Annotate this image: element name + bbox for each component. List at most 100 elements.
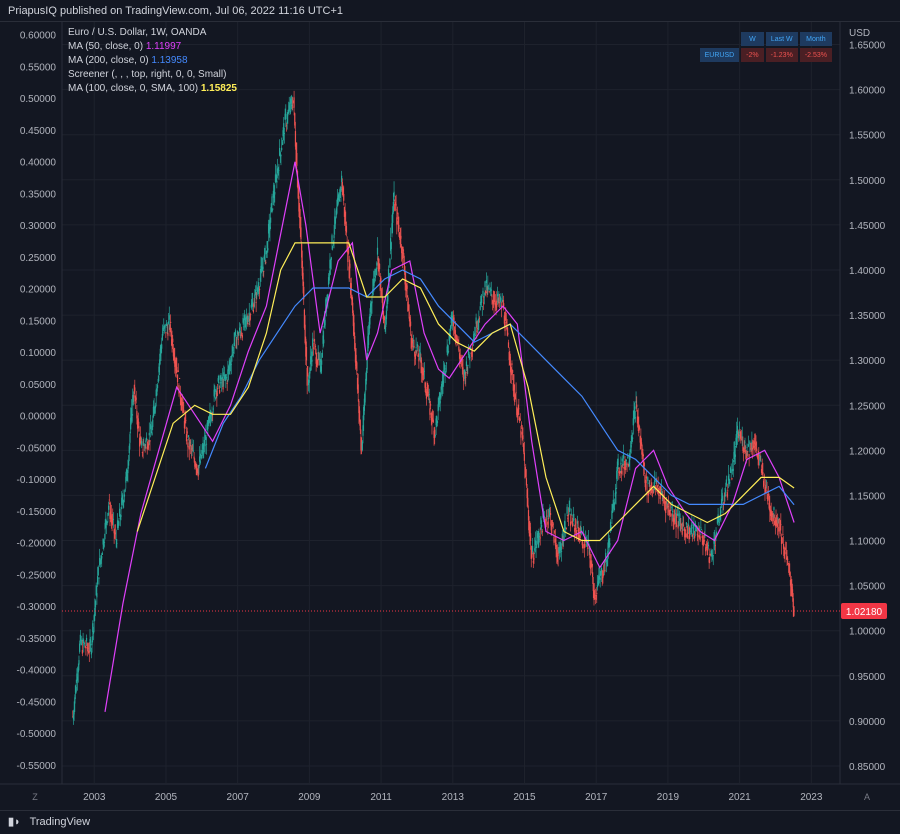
candle-body — [390, 238, 392, 251]
candle-body — [270, 203, 272, 212]
candle-body — [161, 333, 163, 340]
candle-body — [202, 444, 204, 450]
candle-body — [364, 392, 366, 403]
candle-body — [177, 370, 179, 373]
candle-body — [470, 353, 472, 354]
candle-body — [469, 346, 472, 351]
candle-body — [368, 321, 370, 334]
candle-body — [763, 480, 765, 487]
candle-body — [656, 487, 658, 489]
candle-body — [473, 338, 475, 340]
candle-body — [245, 318, 247, 322]
candle-body — [485, 290, 487, 294]
candle-body — [606, 562, 608, 564]
candle-body — [311, 359, 313, 362]
candle-body — [725, 489, 727, 493]
candle-body — [518, 417, 521, 422]
screener-header-lastw: Last W — [765, 32, 798, 46]
candle-body — [492, 300, 494, 304]
candle-body — [483, 296, 485, 298]
screener-legend[interactable]: Screener (, , , top, right, 0, 0, Small) — [68, 69, 227, 80]
zoom-button[interactable]: Z — [32, 792, 38, 802]
candle-body — [434, 429, 436, 435]
candle-body — [152, 419, 154, 427]
candle-body — [154, 405, 157, 409]
candle-body — [466, 371, 468, 373]
candle-body — [659, 494, 661, 499]
candle-body — [307, 379, 310, 386]
candle-body — [705, 547, 707, 552]
candle-body — [441, 382, 443, 387]
candle-body — [444, 373, 446, 374]
candle-body — [287, 112, 289, 116]
candle-body — [239, 330, 241, 333]
candle-body — [357, 384, 359, 393]
candle-body — [746, 447, 748, 448]
candle-body — [325, 299, 327, 311]
candle-body — [467, 348, 470, 355]
candle-body — [472, 348, 474, 350]
candle-body — [738, 433, 740, 436]
candle-body — [341, 182, 343, 192]
candle-body — [113, 529, 115, 534]
auto-scale-button[interactable]: A — [864, 792, 870, 802]
candle-body — [174, 360, 177, 367]
candle-body — [685, 533, 687, 538]
candle-body — [696, 530, 698, 531]
candle-body — [163, 325, 166, 329]
ma50-legend[interactable]: MA (50, close, 0) 1.11997 — [68, 41, 182, 52]
candle-body — [658, 492, 660, 496]
candle-body — [534, 548, 536, 551]
candle-body — [401, 251, 403, 260]
candle-body — [110, 511, 112, 515]
price-chart[interactable]: 0.60000 0.55000 0.50000 0.45000 0.40000 0.350… — [0, 22, 900, 810]
candle-body — [414, 354, 417, 360]
left-tick-label: 0.15000 — [20, 316, 57, 327]
candle-body — [81, 639, 83, 642]
candle-body — [686, 533, 688, 538]
ma200-legend[interactable]: MA (200, close, 0) 1.13958 — [68, 55, 188, 66]
candle-body — [92, 623, 94, 633]
candle-body — [397, 220, 399, 225]
candle-body — [354, 348, 357, 363]
x-axis: 2003 2005 2007 2009 2011 2013 2015 2017 2019 2021… — [32, 792, 870, 803]
candle-body — [199, 456, 201, 462]
candle-body — [572, 523, 574, 526]
candle-body — [605, 559, 608, 562]
ma100-legend[interactable]: MA (100, close, 0, SMA, 100) 1.15825 — [68, 83, 237, 94]
candle-body — [142, 449, 144, 451]
candle-body — [231, 354, 233, 358]
candle-body — [270, 217, 272, 223]
candle-body — [92, 630, 95, 634]
candle-body — [207, 417, 210, 424]
candle-body — [671, 511, 674, 512]
candle-body — [154, 408, 156, 413]
candle-body — [147, 443, 150, 446]
candle-body — [226, 382, 228, 384]
candle-body — [141, 441, 143, 446]
candle-body — [669, 512, 671, 517]
candle-body — [334, 216, 336, 225]
candle-body — [687, 524, 690, 527]
candle-body — [396, 212, 399, 214]
candle-body — [457, 340, 459, 343]
candle-body — [290, 99, 292, 104]
candle-body — [751, 447, 754, 450]
candle-body — [674, 518, 676, 522]
candle-body — [783, 543, 785, 549]
candle-body — [758, 455, 761, 456]
candle-body — [143, 443, 145, 446]
candle-body — [344, 209, 346, 217]
candle-body — [741, 436, 743, 438]
candle-body — [268, 219, 270, 229]
candle-body — [428, 394, 430, 396]
candle-body — [767, 496, 769, 502]
candle-body — [576, 521, 579, 524]
left-tick-label: -0.05000 — [17, 443, 57, 454]
candle-body — [789, 579, 792, 586]
candle-body — [83, 643, 86, 645]
candle-body — [134, 395, 137, 402]
candle-body — [280, 154, 282, 157]
left-tick-label: -0.35000 — [17, 634, 57, 645]
chart-area[interactable]: 0.60000 0.55000 0.50000 0.45000 0.40000 0.350… — [0, 22, 900, 810]
